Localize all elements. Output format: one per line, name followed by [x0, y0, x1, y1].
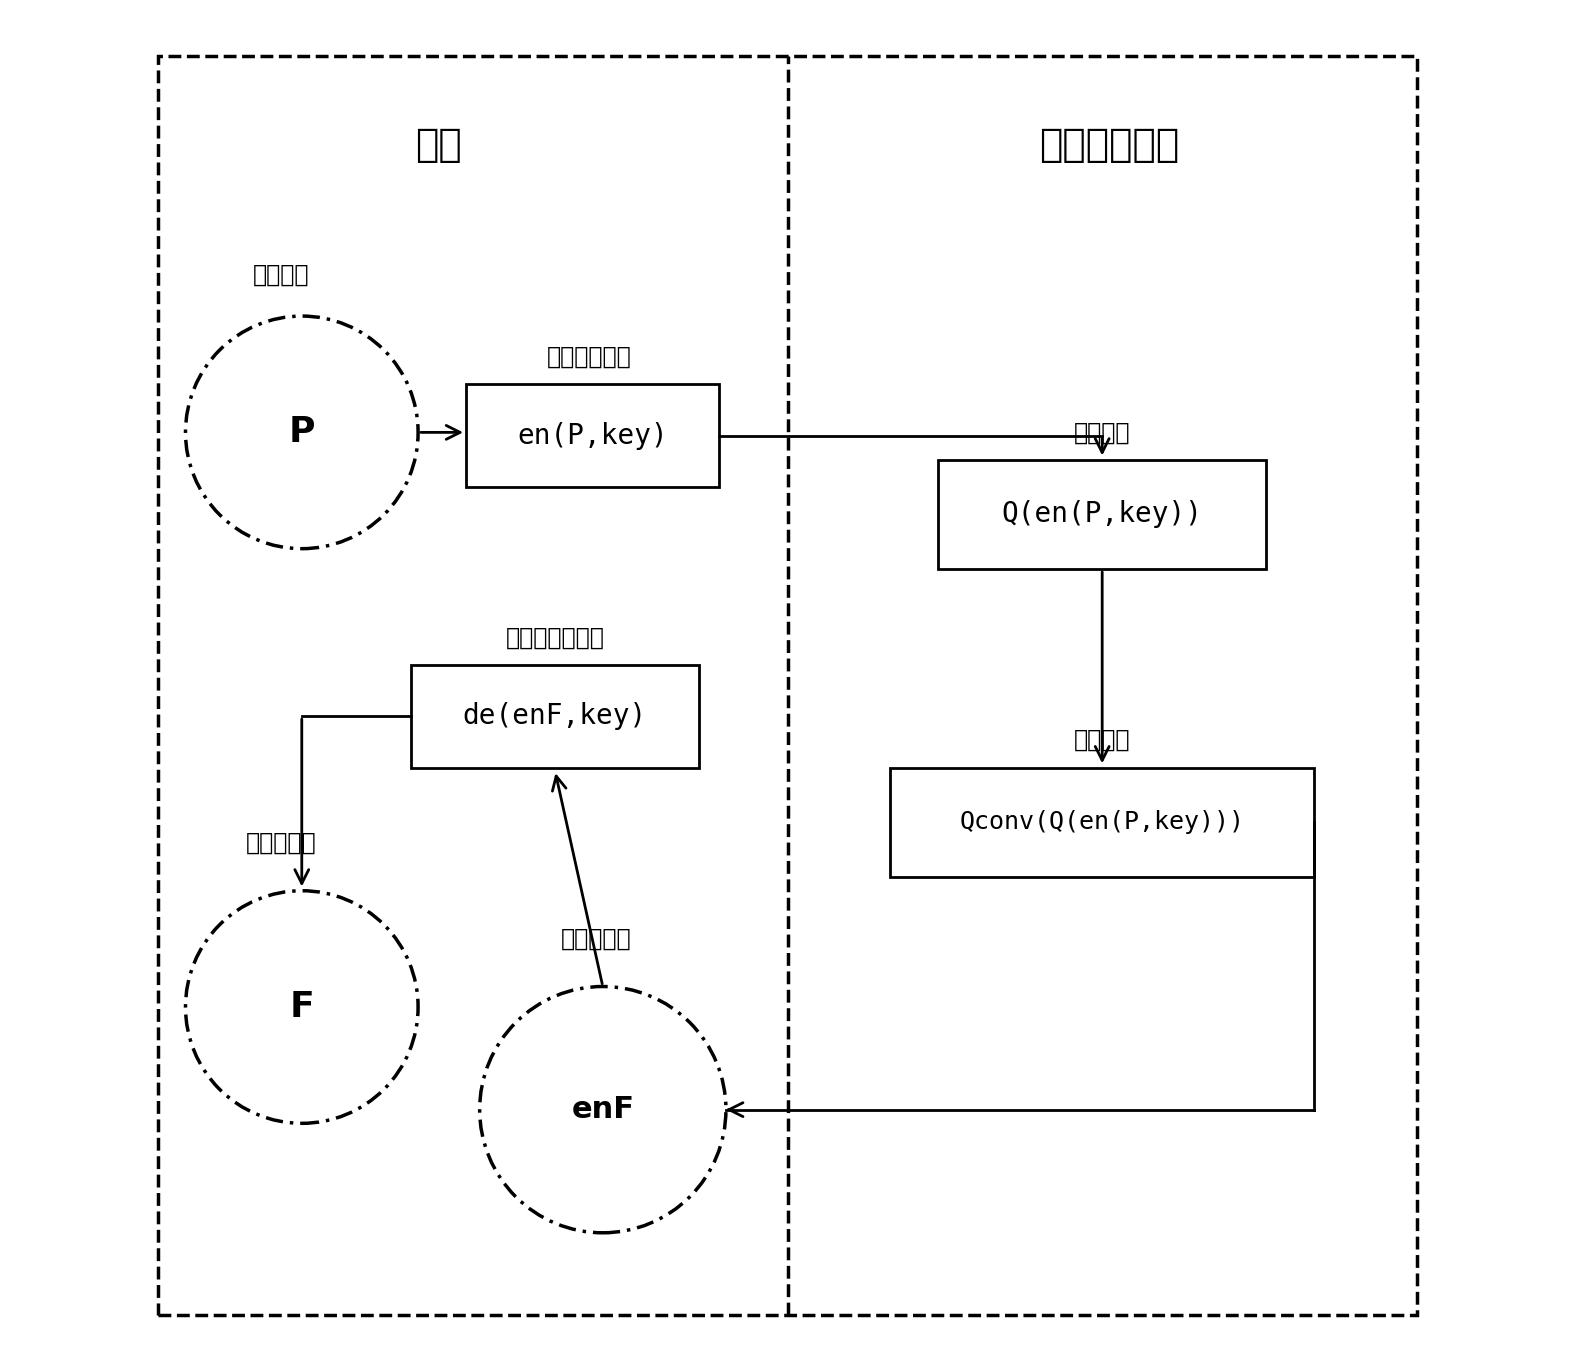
Text: 密文特征图: 密文特征图	[561, 927, 632, 950]
Text: Q(en(P,key)): Q(en(P,key))	[1002, 500, 1203, 528]
Text: F: F	[290, 990, 313, 1024]
Text: en(P,key): en(P,key)	[517, 422, 668, 450]
Bar	[939, 459, 1266, 569]
Text: 解密密文特征图: 解密密文特征图	[506, 625, 605, 650]
Circle shape	[186, 891, 417, 1123]
Text: 用户: 用户	[416, 126, 461, 165]
Text: enF: enF	[572, 1095, 635, 1124]
Text: 量子云服务器: 量子云服务器	[1040, 126, 1180, 165]
Text: Qconv(Q(en(P,key))): Qconv(Q(en(P,key)))	[959, 810, 1244, 835]
Text: de(enF,key): de(enF,key)	[463, 702, 647, 731]
Text: 明文特征图: 明文特征图	[246, 831, 317, 856]
Circle shape	[186, 317, 417, 548]
Circle shape	[480, 987, 726, 1233]
Text: 量子编码: 量子编码	[1074, 421, 1131, 444]
Text: 明文图像: 明文图像	[254, 263, 310, 287]
Text: 量子卷积: 量子卷积	[1074, 728, 1131, 753]
Text: P: P	[288, 415, 315, 450]
Bar	[890, 768, 1314, 877]
Bar	[466, 384, 720, 487]
Text: 加密明文图像: 加密明文图像	[547, 345, 632, 369]
Bar	[411, 665, 699, 768]
